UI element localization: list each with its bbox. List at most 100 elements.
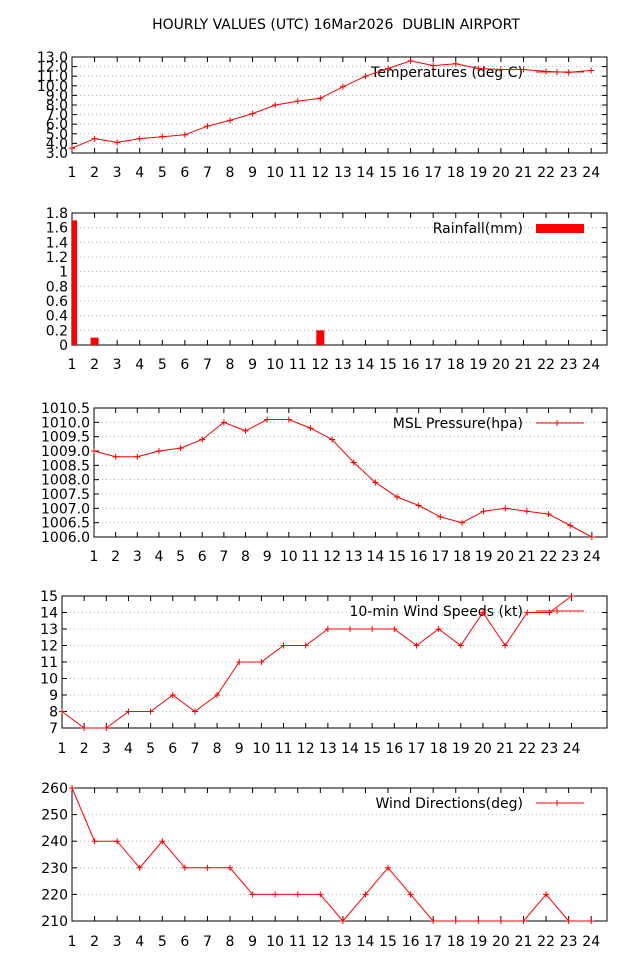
x-tick-label: 1 [68,357,77,373]
y-tick-label: 0.6 [46,294,68,310]
data-point [567,522,574,529]
data-point [545,511,552,518]
x-tick-label: 21 [496,741,514,757]
x-tick-label: 5 [158,357,167,373]
x-tick-label: 9 [248,165,257,181]
data-point [385,864,392,871]
x-tick-label: 16 [402,934,420,950]
data-point [258,659,265,665]
x-tick-label: 1 [90,549,99,565]
series-line [71,60,592,149]
x-tick-label: 17 [424,934,442,950]
x-tick-label: 18 [447,165,465,181]
data-point [479,609,486,616]
data-point [214,692,221,698]
legend-marker [554,420,560,426]
x-tick-label: 23 [540,741,558,757]
x-tick-label: 15 [379,357,397,373]
plot-frame [71,212,608,346]
x-tick-label: 5 [158,165,167,181]
data-point [502,642,509,649]
data-point [134,453,141,460]
data-point [394,493,401,500]
y-tick-label: 8 [49,705,58,721]
x-tick-label: 10 [266,165,284,181]
data-point [385,65,392,72]
x-tick-label: 20 [492,357,510,373]
y-tick-label: 1.2 [46,250,68,266]
y-tick-label: 10 [40,672,58,688]
x-tick-label: 24 [582,357,600,373]
x-tick-label: 10 [252,741,270,757]
y-tick-label: 1009.0 [41,444,90,460]
series-line [61,595,572,729]
y-tick-label: 240 [41,834,68,850]
data-point [227,117,234,124]
data-point [407,57,414,64]
x-tick-label: 7 [190,741,199,757]
plot-frame [71,56,608,154]
data-point [199,436,206,443]
x-tick-label: 8 [226,357,235,373]
x-tick-label: 12 [297,741,315,757]
x-tick-label: 1 [68,934,77,950]
x-tick-label: 13 [319,741,337,757]
x-tick-label: 11 [289,165,307,181]
plot-frame [71,787,608,922]
y-tick-label: 1006.0 [41,530,90,546]
legend-label: Rainfall(mm) [433,221,523,237]
data-point [103,725,110,731]
x-tick-label: 18 [447,934,465,950]
data-point [159,133,166,140]
data-point [475,65,482,72]
x-tick-label: 12 [323,549,341,565]
x-tick-label: 21 [515,357,533,373]
y-tick-label: 10.0 [37,79,68,95]
y-tick-label: 9.0 [46,88,68,104]
data-point [81,725,88,731]
data-point [136,135,143,142]
x-tick-label: 10 [280,549,298,565]
data-point [264,416,271,423]
data-point [588,918,595,924]
data-point [435,626,442,632]
y-tick-label: 1 [59,265,68,281]
data-point [69,145,75,152]
legend-label: 10-min Wind Speeds (kt) [349,604,523,620]
x-tick-label: 14 [366,549,384,565]
x-tick-label: 20 [474,741,492,757]
rain-bar [90,337,99,345]
data-point [407,891,414,898]
x-tick-label: 3 [102,741,111,757]
y-tick-label: 260 [41,781,68,797]
data-point [136,864,143,871]
x-tick-label: 23 [560,357,578,373]
data-point [568,593,575,599]
data-point [112,453,119,460]
y-tick-label: 0 [59,338,68,354]
x-tick-label: 12 [311,934,329,950]
y-tick-label: 1010.5 [41,401,90,417]
x-tick-label: 21 [518,549,536,565]
data-point [413,642,420,649]
y-tick-label: 1008.5 [41,458,90,474]
x-tick-label: 1 [58,741,67,757]
y-tick-label: 13 [40,622,58,638]
x-tick-label: 1 [68,165,77,181]
data-point [588,67,595,74]
x-tick-label: 19 [469,357,487,373]
x-tick-label: 22 [537,934,555,950]
x-tick-label: 17 [408,741,426,757]
x-tick-label: 24 [582,934,600,950]
x-tick-label: 18 [430,741,448,757]
x-tick-label: 7 [219,549,228,565]
x-tick-label: 7 [203,934,212,950]
data-point [324,626,331,632]
data-point [69,785,75,791]
x-tick-label: 15 [388,549,406,565]
x-tick-label: 4 [135,357,144,373]
x-tick-label: 5 [146,741,155,757]
data-point [125,708,132,715]
data-point [91,838,98,845]
